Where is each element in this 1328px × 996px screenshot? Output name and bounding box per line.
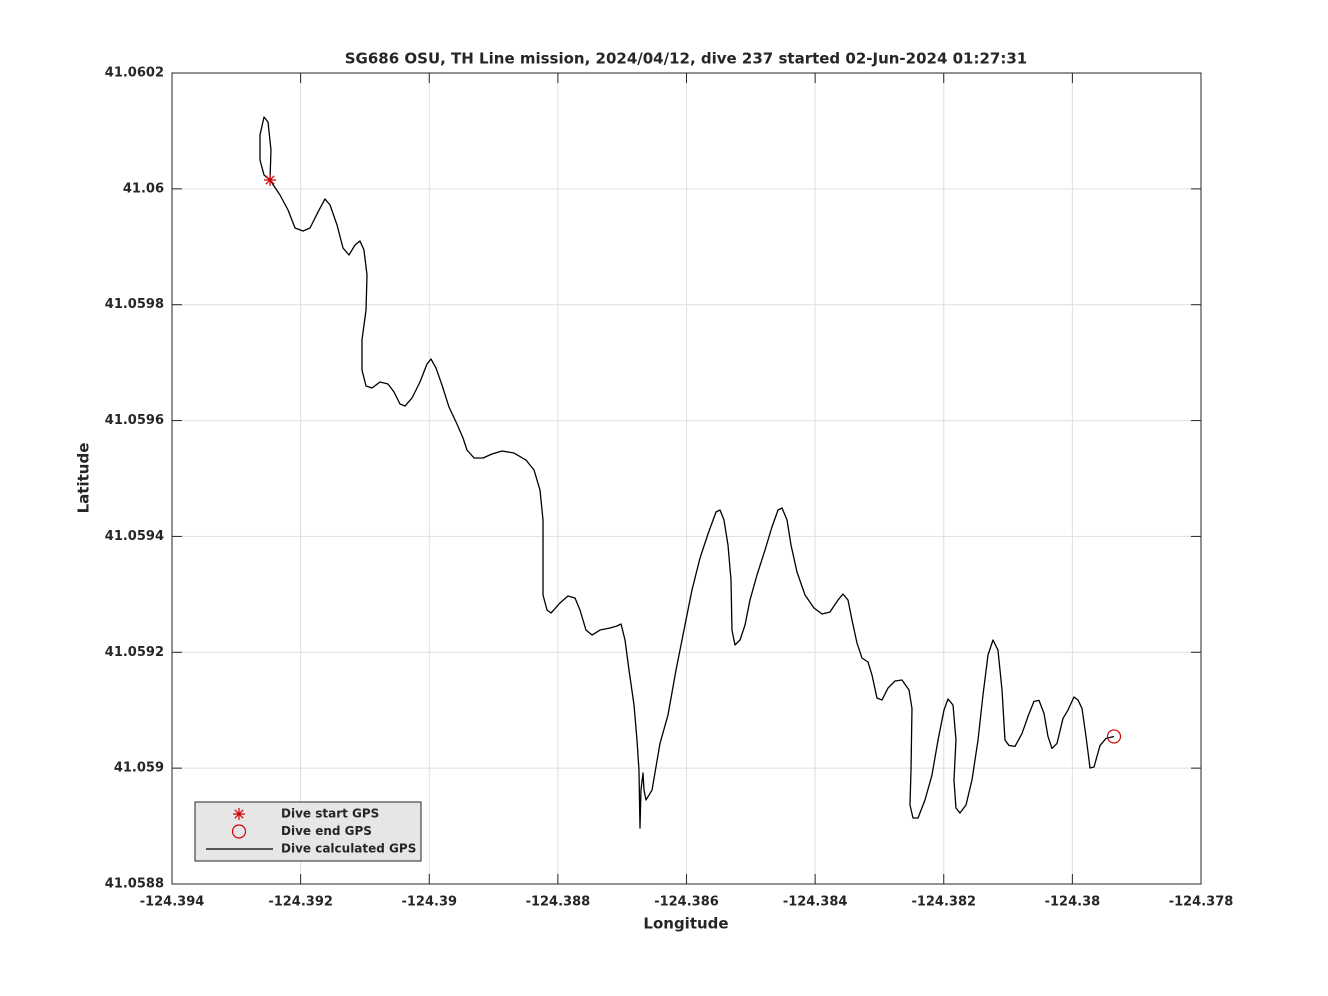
y-tick-label: 41.0588 [105,877,164,892]
x-tick-label: -124.392 [268,895,333,910]
y-tick-label: 41.0592 [105,645,164,660]
end-marker [1106,729,1122,744]
plot-frame [171,72,1202,885]
y-axis-label: Latitude [75,443,93,514]
x-tick-label: -124.384 [783,895,848,910]
x-tick-label: -124.386 [654,895,719,910]
y-tick-label: 41.06 [123,181,164,196]
x-tick-label: -124.382 [911,895,976,910]
legend-label: Dive start GPS [281,807,379,821]
x-tick-label: -124.388 [526,895,591,910]
y-tick-label: 41.0596 [105,413,164,428]
legend-symbol [233,808,245,820]
y-tick-label: 41.059 [114,761,164,776]
chart-title: SG686 OSU, TH Line mission, 2024/04/12, … [345,50,1028,68]
x-tick-label: -124.378 [1169,895,1234,910]
x-tick-label: -124.38 [1045,895,1101,910]
track-line [259,116,1115,829]
legend-symbol [231,824,247,839]
legend-label: Dive end GPS [281,824,372,838]
start-marker [264,173,277,186]
y-tick-label: 41.0598 [105,297,164,312]
legend-label: Dive calculated GPS [281,842,416,856]
x-tick-label: -124.39 [401,895,457,910]
legend: Dive start GPS Dive end GPS Dive calculate… [194,801,422,862]
x-tick-label: -124.394 [140,895,205,910]
y-tick-label: 41.0594 [105,529,164,544]
x-axis-label: Longitude [643,915,728,933]
y-tick-label: 41.0602 [105,66,164,81]
